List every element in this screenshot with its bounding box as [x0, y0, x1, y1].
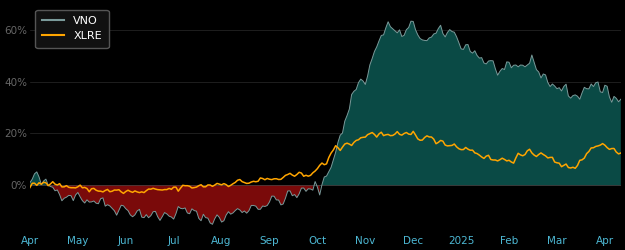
Legend: VNO, XLRE: VNO, XLRE — [36, 10, 109, 48]
